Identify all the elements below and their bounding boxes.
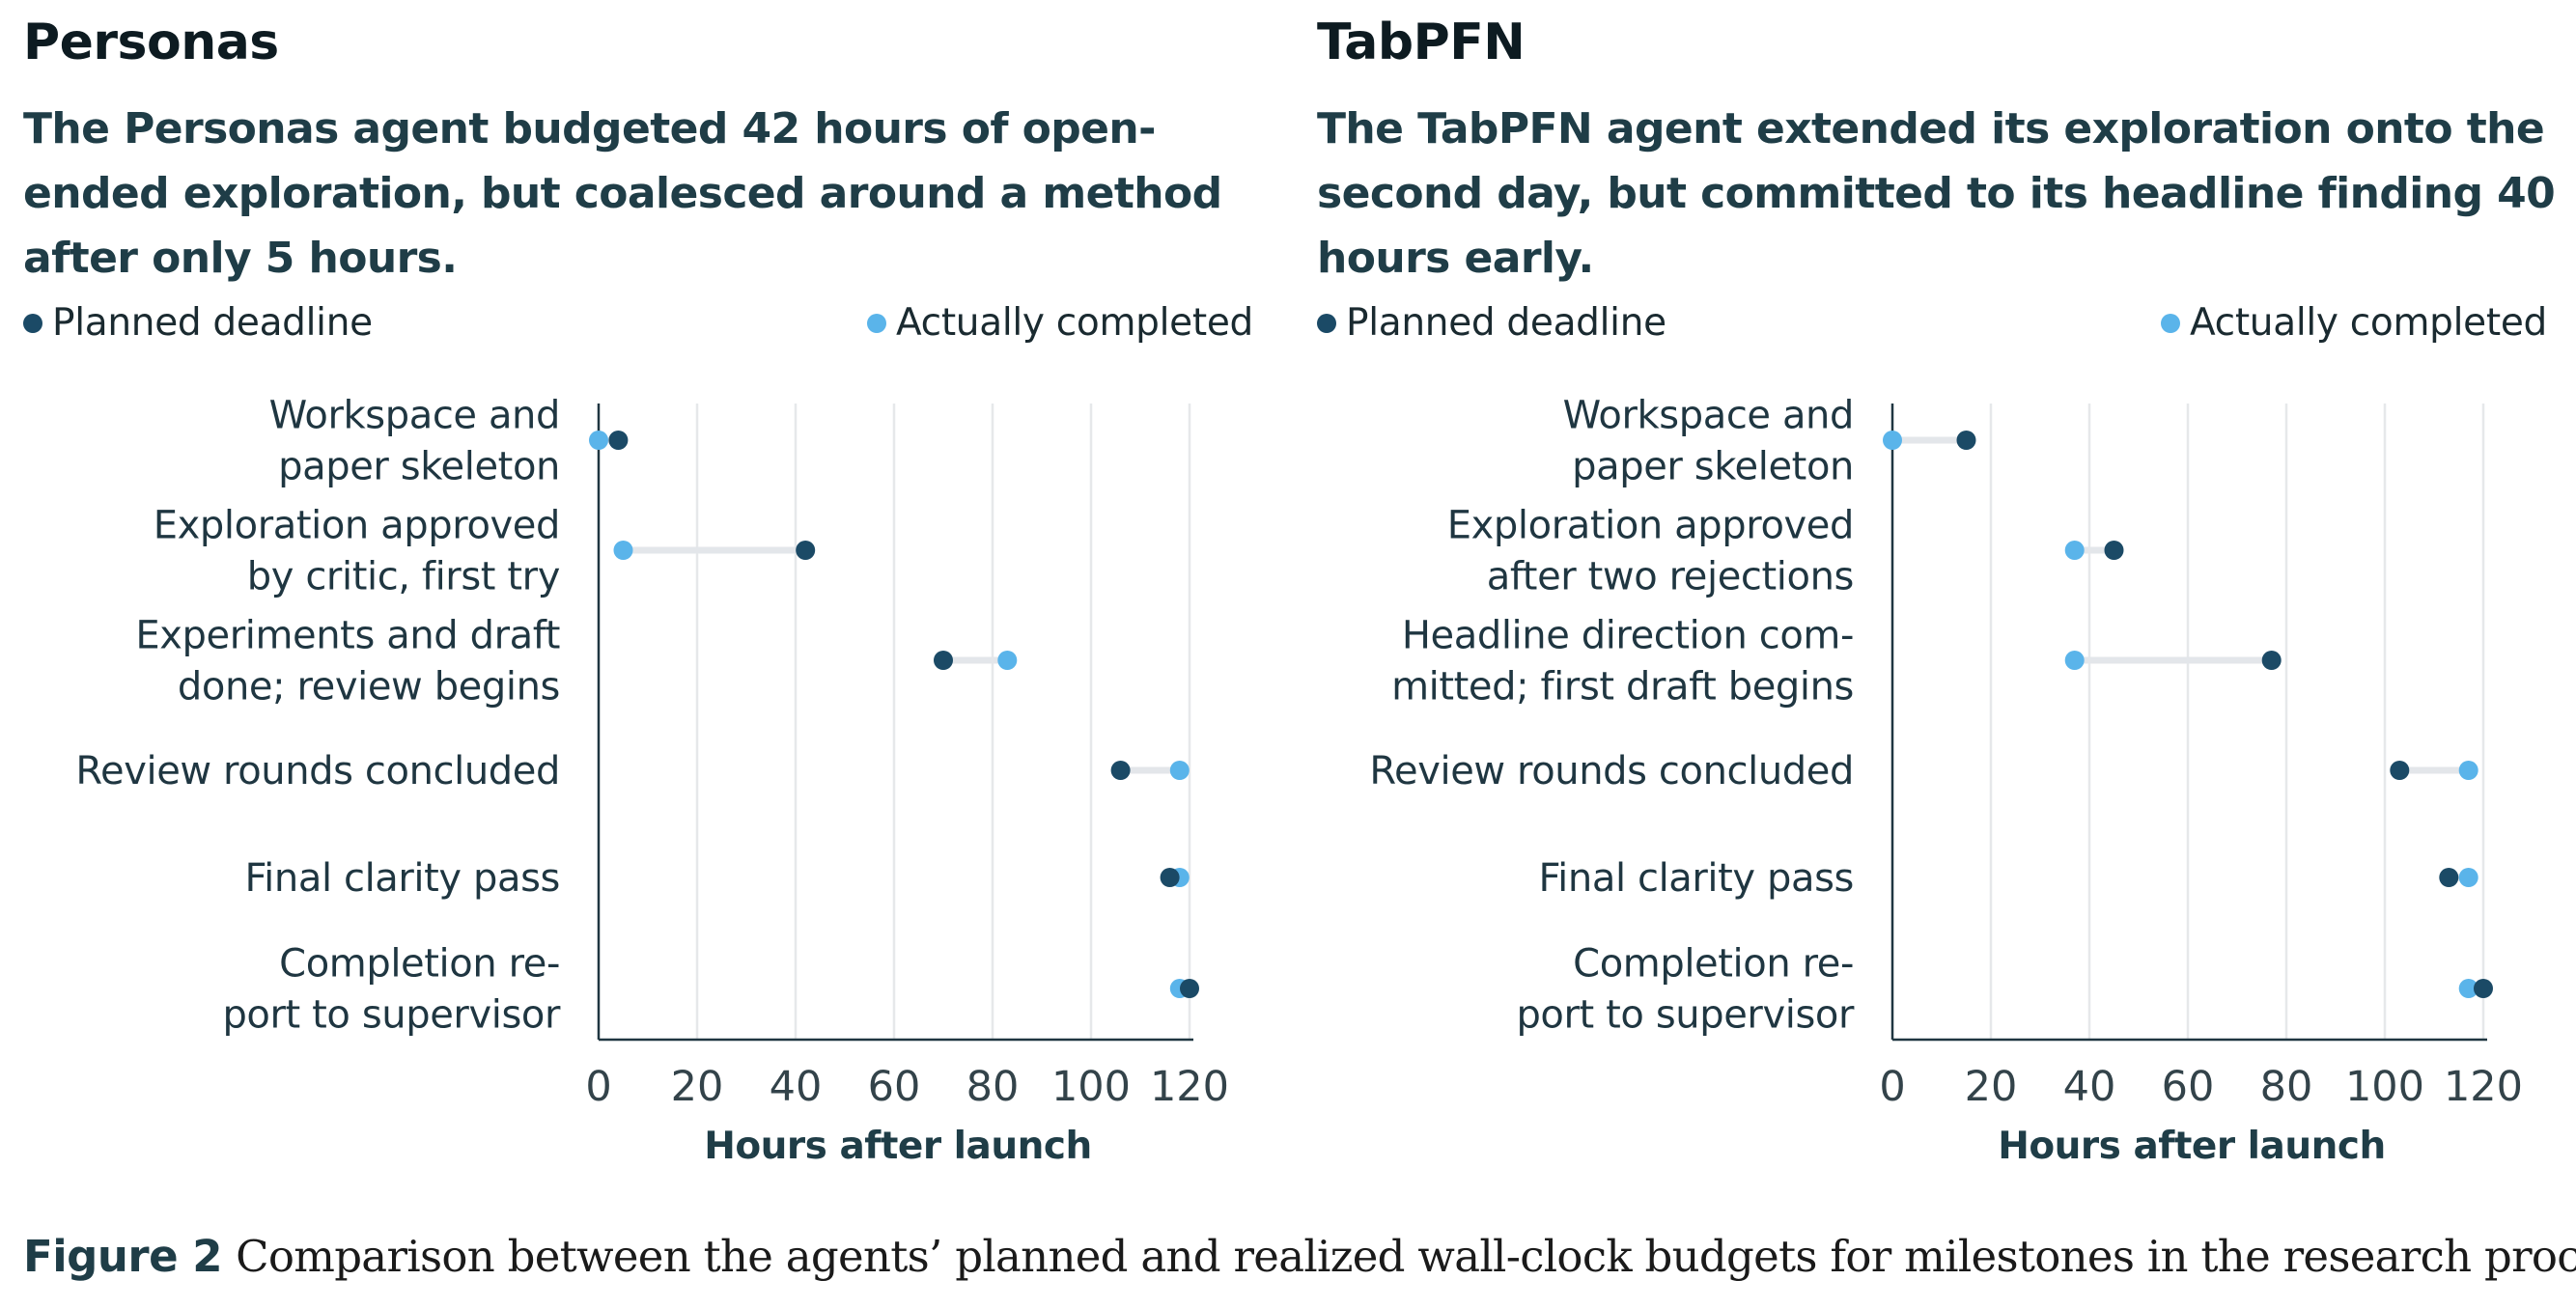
panel-label: Personas: [23, 14, 279, 71]
x-axis-title: Hours after launch: [704, 1125, 1092, 1168]
legend-planned-marker: [23, 313, 42, 333]
planned-point: [1160, 868, 1180, 887]
planned-point: [2390, 761, 2410, 780]
actual-point: [2064, 651, 2085, 670]
category-label: Experiments and draft: [135, 614, 560, 658]
x-tick-label: 60: [2162, 1063, 2215, 1111]
x-tick-label: 0: [585, 1063, 611, 1111]
x-tick-label: 120: [2444, 1063, 2523, 1111]
x-tick-label: 120: [1150, 1063, 1229, 1111]
x-tick-label: 40: [2063, 1063, 2116, 1111]
actual-point: [2064, 541, 2085, 560]
category-label: Exploration approved: [154, 504, 560, 548]
planned-point: [608, 431, 629, 450]
legend-actual-label: Actually completed: [2189, 301, 2547, 345]
legend-planned: Planned deadline: [23, 301, 373, 345]
legend-planned-label: Planned deadline: [52, 301, 373, 345]
actual-point: [2458, 868, 2478, 887]
planned-point: [934, 651, 953, 670]
actual-point: [2458, 979, 2478, 998]
tabpfn-panel: TabPFN The TabPFN agent extended its exp…: [1294, 0, 2556, 1178]
caption-text: Comparison between the agents’ planned a…: [236, 1231, 2576, 1282]
legend-planned: Planned deadline: [1317, 301, 1666, 345]
category-label: paper skeleton: [1572, 445, 1854, 489]
actual-point: [1883, 431, 1902, 450]
category-label: after two rejections: [1487, 555, 1854, 599]
caption-label: Figure 2: [23, 1231, 223, 1282]
actual-point: [613, 541, 633, 560]
category-label: port to supervisor: [222, 993, 561, 1038]
x-tick-label: 0: [1879, 1063, 1905, 1111]
planned-point: [1956, 431, 1976, 450]
x-tick-label: 80: [2260, 1063, 2313, 1111]
category-label: Workspace and: [269, 394, 560, 438]
actual-point: [997, 651, 1018, 670]
x-tick-label: 60: [868, 1063, 921, 1111]
planned-point: [796, 541, 816, 560]
chart-title: The TabPFN agent extended its exploratio…: [1317, 104, 2556, 283]
category-label: Headline direction com-: [1402, 614, 1854, 658]
personas-panel: Personas The Personas agent budgeted 42 …: [0, 0, 1255, 1178]
category-label: Review rounds concluded: [75, 749, 560, 793]
chart-title: The Personas agent budgeted 42 hours of …: [23, 104, 1222, 283]
category-label: mitted; first draft begins: [1391, 665, 1854, 710]
planned-point: [1110, 761, 1131, 780]
personas-chart: 0 20 40 60 80 100 120 Hours after launch Workspa…: [75, 394, 1229, 1169]
planned-point: [2439, 868, 2459, 887]
actual-point: [1169, 761, 1190, 780]
legend-actual-marker: [866, 313, 886, 333]
category-label: Exploration approved: [1447, 504, 1854, 548]
category-label: Final clarity pass: [244, 856, 560, 901]
planned-point: [2474, 979, 2493, 998]
legend-actual: Actually completed: [866, 301, 1253, 345]
tabpfn-chart: 0 20 40 60 80 100 120 Hours after launch Workspa…: [1369, 394, 2523, 1169]
x-tick-label: 20: [671, 1063, 724, 1111]
x-axis-title: Hours after launch: [1998, 1125, 2386, 1168]
legend-actual: Actually completed: [2160, 301, 2547, 345]
figure-caption: Figure 2 Comparison between the agents’ p…: [23, 1231, 2576, 1282]
x-tick-label: 100: [1051, 1063, 1131, 1111]
x-tick-label: 40: [770, 1063, 823, 1111]
actual-point: [589, 431, 608, 450]
category-label: port to supervisor: [1516, 993, 1855, 1038]
legend-planned-label: Planned deadline: [1346, 301, 1666, 345]
category-label: paper skeleton: [278, 445, 560, 489]
planned-point: [1180, 979, 1199, 998]
legend-actual-label: Actually completed: [895, 301, 1253, 345]
planned-point: [2104, 541, 2124, 560]
category-label: by critic, first try: [247, 555, 560, 599]
x-tick-label: 80: [966, 1063, 1020, 1111]
x-tick-label: 20: [1965, 1063, 2018, 1111]
category-label: Completion re-: [279, 942, 560, 987]
category-label: Review rounds concluded: [1369, 749, 1854, 793]
category-label: Final clarity pass: [1538, 856, 1854, 901]
legend-actual-marker: [2160, 313, 2180, 333]
actual-point: [2458, 761, 2478, 780]
category-label: Workspace and: [1563, 394, 1854, 438]
category-label: Completion re-: [1573, 942, 1854, 987]
planned-point: [2261, 651, 2282, 670]
legend-planned-marker: [1317, 313, 1336, 333]
category-label: done; review begins: [178, 665, 560, 710]
panel-label: TabPFN: [1317, 14, 1526, 71]
x-tick-label: 100: [2345, 1063, 2424, 1111]
